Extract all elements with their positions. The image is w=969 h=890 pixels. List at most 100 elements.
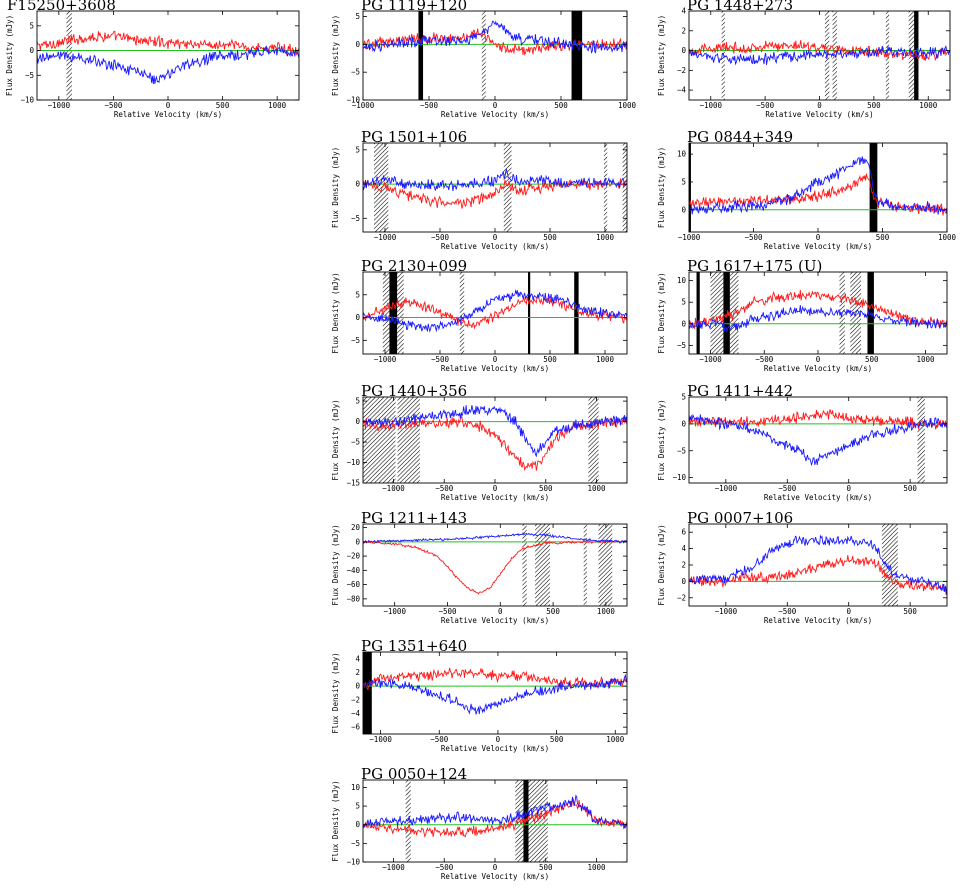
masked-region-hatched xyxy=(397,397,420,483)
y-tick-label: −5 xyxy=(351,336,360,345)
masked-region-solid xyxy=(363,652,372,734)
x-tick-label: 500 xyxy=(554,101,568,110)
masked-region-hatched xyxy=(481,11,486,100)
x-axis-label: Relative Velocity (km/s) xyxy=(441,616,549,625)
y-axis-label: Flux Density (mJy) xyxy=(657,15,666,96)
x-tick-label: −500 xyxy=(420,101,439,110)
y-tick-label: −2 xyxy=(677,593,686,602)
x-tick-label: 0 xyxy=(846,607,851,616)
y-axis-label: Flux Density (mJy) xyxy=(657,524,666,605)
y-tick-label: −15 xyxy=(346,479,360,488)
masked-region-hatched xyxy=(363,397,396,483)
y-tick-label: −10 xyxy=(346,96,360,105)
x-tick-label: −500 xyxy=(435,484,454,493)
x-tick-label: 500 xyxy=(216,101,230,110)
spectrum-series-blue xyxy=(363,794,627,829)
y-tick-label: 6 xyxy=(681,528,686,537)
y-tick-label: −6 xyxy=(351,723,361,732)
spectrum-series-red xyxy=(689,409,947,430)
spectrum-series-red xyxy=(363,539,627,595)
x-tick-label: 0 xyxy=(493,355,498,364)
x-tick-label: 500 xyxy=(550,735,564,744)
masked-region-solid xyxy=(869,143,878,232)
y-tick-label: −5 xyxy=(677,446,686,455)
masked-region-hatched xyxy=(66,11,72,100)
masked-region-solid xyxy=(418,11,424,100)
x-tick-label: −500 xyxy=(778,484,797,493)
x-tick-label: 0 xyxy=(493,233,498,242)
x-tick-label: −1000 xyxy=(382,484,405,493)
x-tick-label: 0 xyxy=(493,101,498,110)
x-axis-label: Relative Velocity (km/s) xyxy=(765,110,873,119)
y-tick-label: −10 xyxy=(346,858,360,867)
spectrum-series-red xyxy=(363,415,627,472)
y-axis-label: Flux Density (mJy) xyxy=(331,652,340,733)
masked-region-hatched xyxy=(710,272,724,354)
y-tick-label: −2 xyxy=(677,66,686,75)
y-tick-label: −2 xyxy=(351,695,360,704)
spectrum-panel: −1000 −500 0 500 1000 −15 −10 −5 0 5PG 1440+356 Re… xyxy=(331,382,628,502)
y-tick-label: −5 xyxy=(351,839,360,848)
x-tick-label: 0 xyxy=(498,607,503,616)
spectrum-panel: −1000 −500 0 500 1000 −5 0 5PG 1501+106 Relative… xyxy=(331,128,628,251)
masked-region-hatched xyxy=(397,272,404,354)
x-tick-label: 1000 xyxy=(268,101,287,110)
panel-title: PG 1501+106 xyxy=(361,128,467,146)
spectrum-panel: −1000 −500 0 500 1000 −10 −5 0 5PG 1119+120 Relat… xyxy=(331,0,637,119)
y-tick-label: −40 xyxy=(346,566,360,575)
y-tick-label: 0 xyxy=(355,40,360,49)
masked-region-solid xyxy=(571,11,583,100)
x-tick-label: −500 xyxy=(431,355,450,364)
x-tick-label: 500 xyxy=(543,355,557,364)
y-tick-label: 2 xyxy=(681,561,686,570)
plot-frame xyxy=(362,523,628,607)
x-tick-label: −500 xyxy=(744,233,763,242)
spectrum-panel: −1000 −500 0 500 1000 −4 −2 0 2 4 PG 1448+273 Relat… xyxy=(657,0,951,119)
y-tick-label: 4 xyxy=(681,544,686,553)
masked-region-hatched xyxy=(622,143,627,232)
panel-title: PG 1617+175 (U) xyxy=(687,257,822,275)
x-tick-label: −500 xyxy=(104,101,123,110)
y-axis-label: Flux Density (mJy) xyxy=(331,524,340,605)
panel-title: PG 1211+143 xyxy=(361,509,467,527)
masked-region-hatched xyxy=(598,524,613,606)
x-axis-label: Relative Velocity (km/s) xyxy=(441,110,549,119)
x-tick-label: 1000 xyxy=(919,101,938,110)
spectrum-series-blue xyxy=(363,532,627,544)
panel-title: PG 1448+273 xyxy=(687,0,793,14)
y-tick-label: 0 xyxy=(355,537,360,546)
masked-region-hatched xyxy=(588,397,599,483)
x-tick-label: 0 xyxy=(816,233,821,242)
masked-region-solid xyxy=(689,143,691,232)
y-tick-label: −60 xyxy=(346,580,360,589)
y-tick-label: 5 xyxy=(355,802,360,811)
x-tick-label: 500 xyxy=(876,233,890,242)
x-tick-label: 1000 xyxy=(596,233,615,242)
x-tick-label: 1000 xyxy=(938,233,957,242)
masked-region-hatched xyxy=(721,11,725,100)
x-axis-label: Relative Velocity (km/s) xyxy=(764,364,872,373)
masked-region-hatched xyxy=(917,397,925,483)
plot-frame xyxy=(362,779,628,863)
x-tick-label: −1000 xyxy=(374,233,397,242)
x-tick-label: 0 xyxy=(846,484,851,493)
x-axis-label: Relative Velocity (km/s) xyxy=(441,493,549,502)
spectrum-series-blue xyxy=(363,289,627,333)
plot-frame xyxy=(362,651,628,735)
masked-region-solid xyxy=(528,272,531,354)
x-tick-label: 1000 xyxy=(588,484,607,493)
y-tick-label: 5 xyxy=(355,145,360,154)
masked-region-hatched xyxy=(515,780,524,862)
x-tick-label: −1000 xyxy=(699,101,722,110)
x-axis-label: Relative Velocity (km/s) xyxy=(764,616,872,625)
y-axis-label: Flux Density (mJy) xyxy=(657,272,666,353)
masked-region-solid xyxy=(389,272,398,354)
masked-region-solid xyxy=(574,272,579,354)
masked-region-hatched xyxy=(405,780,411,862)
y-tick-label: 20 xyxy=(351,523,361,532)
x-tick-label: 1000 xyxy=(606,735,625,744)
y-tick-label: 0 xyxy=(29,46,34,55)
